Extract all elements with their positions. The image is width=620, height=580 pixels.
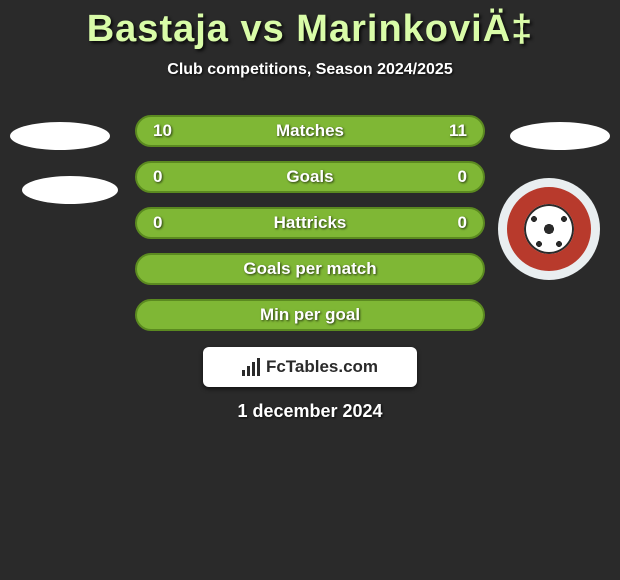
stat-row-min-per-goal: Min per goal (135, 299, 485, 331)
left-team-avatar-placeholder (22, 176, 118, 204)
chart-icon (242, 358, 260, 376)
stat-rows: 10Matches11 0Goals0 0Hattricks0 Goals per m… (135, 115, 485, 331)
stat-row-matches: 10Matches11 (135, 115, 485, 147)
subtitle: Club competitions, Season 2024/2025 (0, 61, 620, 79)
stat-row-goals: 0Goals0 (135, 161, 485, 193)
team-crest (498, 178, 600, 280)
stat-row-goals-per-match: Goals per match (135, 253, 485, 285)
stat-row-hattricks: 0Hattricks0 (135, 207, 485, 239)
stat-label: Hattricks (137, 213, 483, 233)
fctables-logo: FcTables.com (203, 347, 417, 387)
right-team-avatar-placeholder (510, 122, 610, 150)
stat-label: Min per goal (137, 305, 483, 325)
left-team-avatar-placeholder (10, 122, 110, 150)
stat-label: Goals (137, 167, 483, 187)
stat-label: Goals per match (137, 259, 483, 279)
date-label: 1 december 2024 (0, 401, 620, 422)
stat-label: Matches (137, 121, 483, 141)
logo-text: FcTables.com (266, 357, 378, 377)
page-title: Bastaja vs MarinkoviÄ‡ (0, 0, 620, 51)
